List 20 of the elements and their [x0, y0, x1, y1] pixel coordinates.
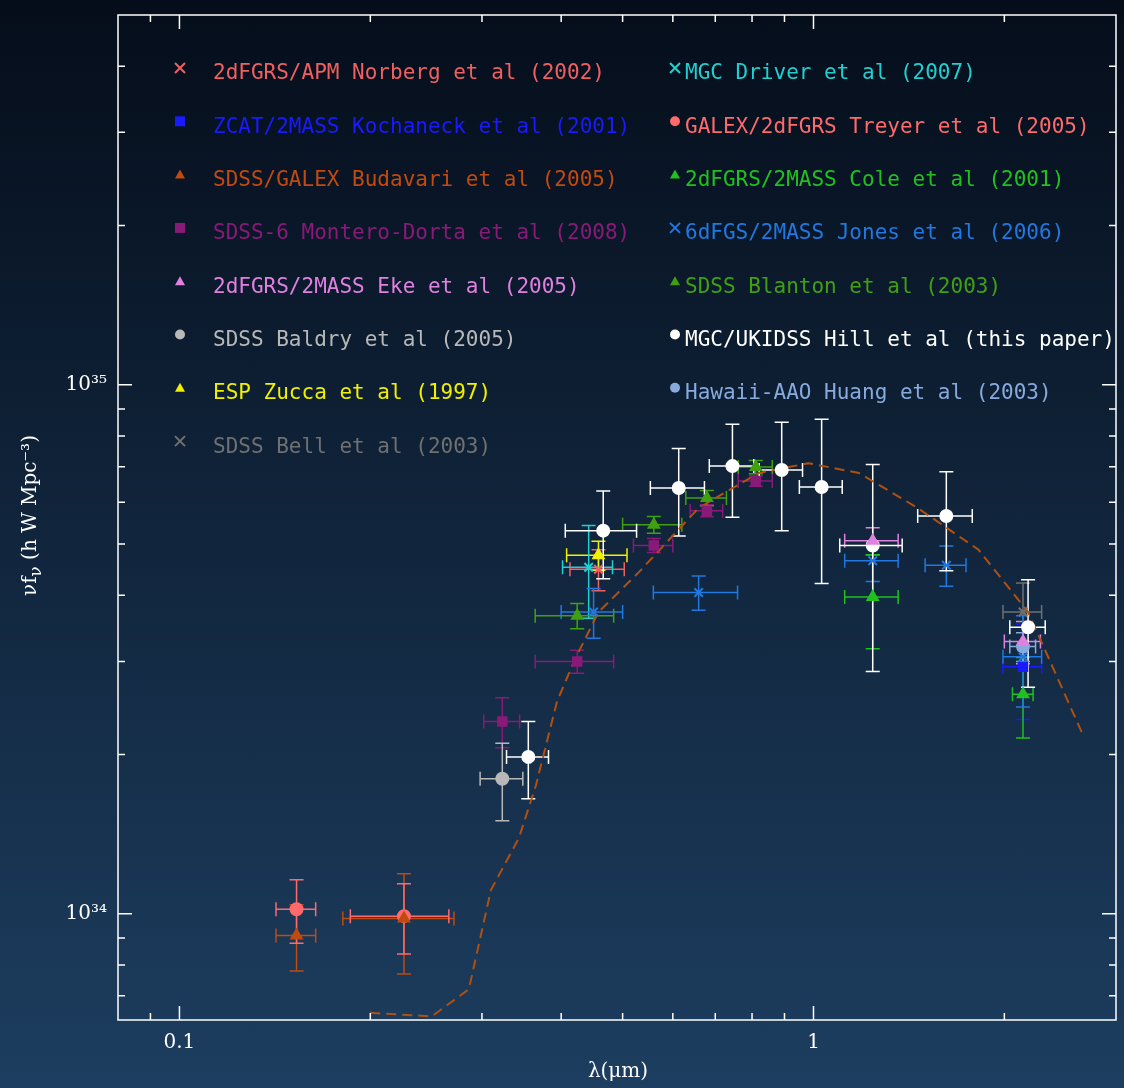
legend-label: SDSS Bell et al (2003) [213, 433, 492, 458]
y-tick-label: 10³⁵ [65, 370, 107, 395]
x-axis-title: λ(μm) [586, 1058, 650, 1082]
x-tick-label: 0.1 [163, 1029, 196, 1054]
legend-label: ZCAT/2MASS Kochaneck et al (2001) [213, 113, 631, 138]
legend-label: 2dFGRS/APM Norberg et al (2002) [213, 60, 605, 85]
legend-label: SDSS-6 Montero-Dorta et al (2008) [213, 220, 631, 245]
legend-label: 6dFGS/2MASS Jones et al (2006) [685, 220, 1065, 245]
legend-label: Hawaii-AAO Huang et al (2003) [685, 380, 1052, 405]
legend-label: SDSS Blanton et al (2003) [685, 273, 1002, 298]
legend-label: MGC Driver et al (2007) [685, 60, 976, 85]
x-tick-label: 1 [807, 1029, 820, 1054]
legend-label: 2dFGRS/2MASS Cole et al (2001) [685, 167, 1065, 192]
legend-label: SDSS Baldry et al (2005) [213, 326, 517, 351]
legend-label: SDSS/GALEX Budavari et al (2005) [213, 167, 618, 192]
legend-label: GALEX/2dFGRS Treyer et al (2005) [685, 113, 1090, 138]
legend-label: MGC/UKIDSS Hill et al (this paper) [685, 326, 1115, 351]
legend-label: 2dFGRS/2MASS Eke et al (2005) [213, 273, 580, 298]
legend-label: ESP Zucca et al (1997) [213, 380, 492, 405]
y-tick-label: 10³⁴ [65, 900, 107, 925]
